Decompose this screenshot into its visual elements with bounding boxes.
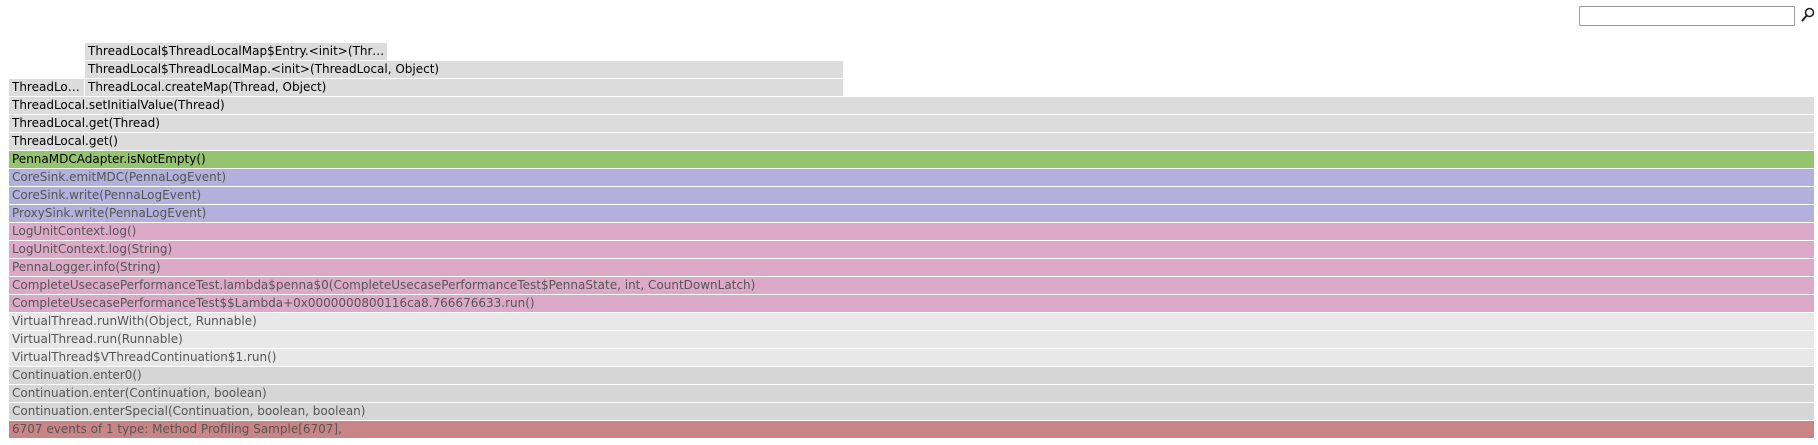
stack-frame[interactable]: VirtualThread.run(Runnable) — [9, 331, 1815, 348]
stack-frame[interactable]: CoreSink.write(PennaLogEvent) — [9, 187, 1815, 204]
stack-frame[interactable]: ThreadLocal.createMap(Thread, Object) — [85, 79, 844, 96]
stack-frame[interactable]: LogUnitContext.log(String) — [9, 241, 1815, 258]
search-box — [1579, 6, 1815, 28]
search-input[interactable] — [1579, 6, 1795, 26]
stack-frame[interactable]: CoreSink.emitMDC(PennaLogEvent) — [9, 169, 1815, 186]
stack-frame[interactable]: Continuation.enter0() — [9, 367, 1815, 384]
root-frame[interactable]: 6707 events of 1 type: Method Profiling … — [9, 421, 1815, 438]
stack-frame[interactable]: ThreadLocal.setInitialValue(Thread) — [9, 97, 1815, 114]
stack-frame[interactable]: CompleteUsecasePerformanceTest.lambda$pe… — [9, 277, 1815, 294]
stack-frame[interactable]: VirtualThread$VThreadContinuation$1.run(… — [9, 349, 1815, 366]
stack-frame[interactable]: PennaMDCAdapter.isNotEmpty() — [9, 151, 1815, 168]
stack-frame[interactable]: ProxySink.write(PennaLogEvent) — [9, 205, 1815, 222]
stack-frame[interactable]: ThreadLocal$ThreadLocalMap.<init>(Thread… — [85, 61, 844, 78]
stack-frame[interactable]: PennaLogger.info(String) — [9, 259, 1815, 276]
stack-frame[interactable]: Continuation.enter(Continuation, boolean… — [9, 385, 1815, 402]
stack-frame[interactable]: VirtualThread.runWith(Object, Runnable) — [9, 313, 1815, 330]
stack-frame[interactable]: Continuation.enterSpecial(Continuation, … — [9, 403, 1815, 420]
stack-frame[interactable]: ThreadLocal.get(Thread) — [9, 115, 1815, 132]
stack-frame[interactable]: ThreadLocal.get() — [9, 133, 1815, 150]
stack-frame[interactable]: ThreadLoc... — [9, 79, 85, 96]
stack-frame[interactable]: CompleteUsecasePerformanceTest$$Lambda+0… — [9, 295, 1815, 312]
search-icon[interactable] — [1801, 7, 1815, 23]
stack-frame[interactable]: ThreadLocal$ThreadLocalMap$Entry.<init>(… — [85, 43, 388, 60]
stack-frame[interactable]: LogUnitContext.log() — [9, 223, 1815, 240]
